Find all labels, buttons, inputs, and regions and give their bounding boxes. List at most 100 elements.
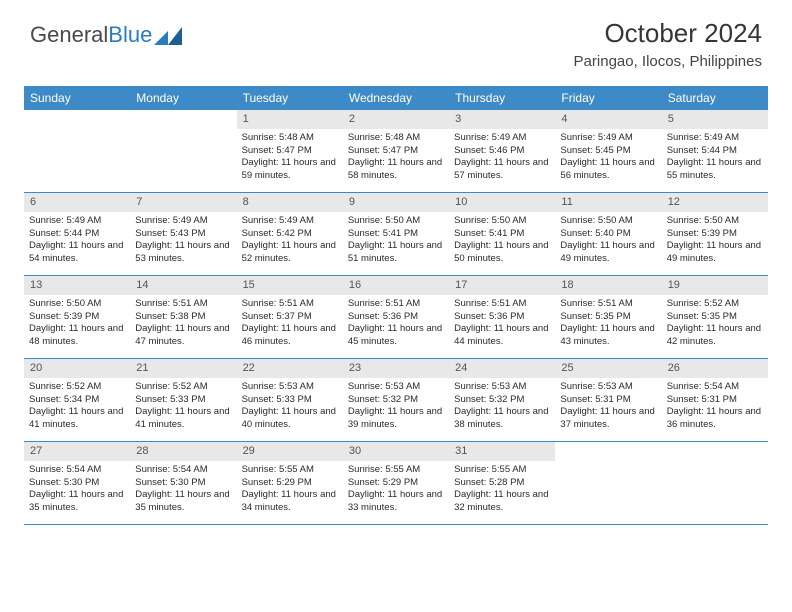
daylight-text: Daylight: 11 hours and 46 minutes. — [242, 323, 338, 349]
day-cell: 30Sunrise: 5:55 AMSunset: 5:29 PMDayligh… — [343, 442, 449, 524]
sunrise-text: Sunrise: 5:53 AM — [454, 381, 550, 394]
day-body: Sunrise: 5:50 AMSunset: 5:39 PMDaylight:… — [24, 295, 130, 354]
day-cell: 11Sunrise: 5:50 AMSunset: 5:40 PMDayligh… — [555, 193, 661, 275]
day-number: 6 — [24, 193, 130, 212]
day-number: 31 — [449, 442, 555, 461]
day-cell: 24Sunrise: 5:53 AMSunset: 5:32 PMDayligh… — [449, 359, 555, 441]
sunrise-text: Sunrise: 5:52 AM — [29, 381, 125, 394]
day-body: Sunrise: 5:51 AMSunset: 5:37 PMDaylight:… — [237, 295, 343, 354]
day-number: 25 — [555, 359, 661, 378]
daylight-text: Daylight: 11 hours and 38 minutes. — [454, 406, 550, 432]
day-cell — [662, 442, 768, 524]
week-row: 1Sunrise: 5:48 AMSunset: 5:47 PMDaylight… — [24, 110, 768, 193]
daylight-text: Daylight: 11 hours and 59 minutes. — [242, 157, 338, 183]
day-cell: 4Sunrise: 5:49 AMSunset: 5:45 PMDaylight… — [555, 110, 661, 192]
sunset-text: Sunset: 5:30 PM — [135, 477, 231, 490]
dow-header: Sunday — [24, 86, 130, 110]
daylight-text: Daylight: 11 hours and 54 minutes. — [29, 240, 125, 266]
sunset-text: Sunset: 5:33 PM — [135, 394, 231, 407]
sunrise-text: Sunrise: 5:49 AM — [242, 215, 338, 228]
day-cell: 7Sunrise: 5:49 AMSunset: 5:43 PMDaylight… — [130, 193, 236, 275]
day-number: 1 — [237, 110, 343, 129]
sunset-text: Sunset: 5:30 PM — [29, 477, 125, 490]
dow-header: Wednesday — [343, 86, 449, 110]
calendar: SundayMondayTuesdayWednesdayThursdayFrid… — [24, 86, 768, 525]
day-number: 18 — [555, 276, 661, 295]
day-cell: 27Sunrise: 5:54 AMSunset: 5:30 PMDayligh… — [24, 442, 130, 524]
daylight-text: Daylight: 11 hours and 49 minutes. — [560, 240, 656, 266]
sunset-text: Sunset: 5:31 PM — [560, 394, 656, 407]
day-body: Sunrise: 5:51 AMSunset: 5:36 PMDaylight:… — [343, 295, 449, 354]
daylight-text: Daylight: 11 hours and 35 minutes. — [135, 489, 231, 515]
sunset-text: Sunset: 5:32 PM — [454, 394, 550, 407]
day-cell: 25Sunrise: 5:53 AMSunset: 5:31 PMDayligh… — [555, 359, 661, 441]
sunrise-text: Sunrise: 5:52 AM — [135, 381, 231, 394]
sunrise-text: Sunrise: 5:55 AM — [454, 464, 550, 477]
location: Paringao, Ilocos, Philippines — [574, 53, 762, 70]
weeks-container: 1Sunrise: 5:48 AMSunset: 5:47 PMDaylight… — [24, 110, 768, 525]
day-number: 20 — [24, 359, 130, 378]
day-body: Sunrise: 5:53 AMSunset: 5:32 PMDaylight:… — [449, 378, 555, 437]
day-number: 28 — [130, 442, 236, 461]
header: October 2024 Paringao, Ilocos, Philippin… — [574, 18, 762, 70]
sunset-text: Sunset: 5:44 PM — [29, 228, 125, 241]
daylight-text: Daylight: 11 hours and 41 minutes. — [29, 406, 125, 432]
day-body: Sunrise: 5:52 AMSunset: 5:33 PMDaylight:… — [130, 378, 236, 437]
day-number: 15 — [237, 276, 343, 295]
day-cell: 22Sunrise: 5:53 AMSunset: 5:33 PMDayligh… — [237, 359, 343, 441]
sunrise-text: Sunrise: 5:49 AM — [135, 215, 231, 228]
daylight-text: Daylight: 11 hours and 44 minutes. — [454, 323, 550, 349]
day-body: Sunrise: 5:54 AMSunset: 5:30 PMDaylight:… — [130, 461, 236, 520]
day-body: Sunrise: 5:55 AMSunset: 5:29 PMDaylight:… — [237, 461, 343, 520]
day-cell: 31Sunrise: 5:55 AMSunset: 5:28 PMDayligh… — [449, 442, 555, 524]
day-cell: 28Sunrise: 5:54 AMSunset: 5:30 PMDayligh… — [130, 442, 236, 524]
daylight-text: Daylight: 11 hours and 58 minutes. — [348, 157, 444, 183]
day-body: Sunrise: 5:55 AMSunset: 5:28 PMDaylight:… — [449, 461, 555, 520]
sunrise-text: Sunrise: 5:55 AM — [348, 464, 444, 477]
day-body: Sunrise: 5:50 AMSunset: 5:40 PMDaylight:… — [555, 212, 661, 271]
day-number: 22 — [237, 359, 343, 378]
day-number: 8 — [237, 193, 343, 212]
daylight-text: Daylight: 11 hours and 48 minutes. — [29, 323, 125, 349]
daylight-text: Daylight: 11 hours and 40 minutes. — [242, 406, 338, 432]
day-body: Sunrise: 5:51 AMSunset: 5:36 PMDaylight:… — [449, 295, 555, 354]
day-number: 29 — [237, 442, 343, 461]
sunset-text: Sunset: 5:39 PM — [667, 228, 763, 241]
sunrise-text: Sunrise: 5:49 AM — [454, 132, 550, 145]
sunrise-text: Sunrise: 5:49 AM — [29, 215, 125, 228]
week-row: 6Sunrise: 5:49 AMSunset: 5:44 PMDaylight… — [24, 193, 768, 276]
daylight-text: Daylight: 11 hours and 52 minutes. — [242, 240, 338, 266]
daylight-text: Daylight: 11 hours and 36 minutes. — [667, 406, 763, 432]
sunset-text: Sunset: 5:34 PM — [29, 394, 125, 407]
day-number: 17 — [449, 276, 555, 295]
day-cell: 19Sunrise: 5:52 AMSunset: 5:35 PMDayligh… — [662, 276, 768, 358]
daylight-text: Daylight: 11 hours and 47 minutes. — [135, 323, 231, 349]
logo-text-2: Blue — [108, 22, 152, 48]
dow-header: Friday — [555, 86, 661, 110]
week-row: 27Sunrise: 5:54 AMSunset: 5:30 PMDayligh… — [24, 442, 768, 525]
daylight-text: Daylight: 11 hours and 37 minutes. — [560, 406, 656, 432]
sunrise-text: Sunrise: 5:50 AM — [667, 215, 763, 228]
daylight-text: Daylight: 11 hours and 55 minutes. — [667, 157, 763, 183]
day-cell — [130, 110, 236, 192]
day-body: Sunrise: 5:50 AMSunset: 5:39 PMDaylight:… — [662, 212, 768, 271]
day-cell: 9Sunrise: 5:50 AMSunset: 5:41 PMDaylight… — [343, 193, 449, 275]
daylight-text: Daylight: 11 hours and 49 minutes. — [667, 240, 763, 266]
day-cell: 3Sunrise: 5:49 AMSunset: 5:46 PMDaylight… — [449, 110, 555, 192]
day-body: Sunrise: 5:53 AMSunset: 5:32 PMDaylight:… — [343, 378, 449, 437]
day-body: Sunrise: 5:48 AMSunset: 5:47 PMDaylight:… — [343, 129, 449, 188]
day-cell: 8Sunrise: 5:49 AMSunset: 5:42 PMDaylight… — [237, 193, 343, 275]
sunset-text: Sunset: 5:43 PM — [135, 228, 231, 241]
sunset-text: Sunset: 5:31 PM — [667, 394, 763, 407]
sunset-text: Sunset: 5:37 PM — [242, 311, 338, 324]
sunset-text: Sunset: 5:36 PM — [348, 311, 444, 324]
sunrise-text: Sunrise: 5:54 AM — [29, 464, 125, 477]
daylight-text: Daylight: 11 hours and 39 minutes. — [348, 406, 444, 432]
day-body: Sunrise: 5:49 AMSunset: 5:44 PMDaylight:… — [24, 212, 130, 271]
day-number: 5 — [662, 110, 768, 129]
daylight-text: Daylight: 11 hours and 42 minutes. — [667, 323, 763, 349]
day-number: 7 — [130, 193, 236, 212]
daylight-text: Daylight: 11 hours and 34 minutes. — [242, 489, 338, 515]
day-number: 16 — [343, 276, 449, 295]
day-cell: 29Sunrise: 5:55 AMSunset: 5:29 PMDayligh… — [237, 442, 343, 524]
